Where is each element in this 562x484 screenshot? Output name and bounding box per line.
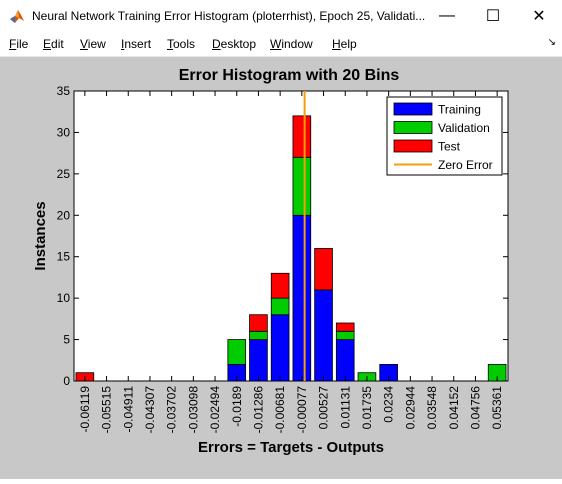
legend-label-test: Test <box>438 140 461 154</box>
menu-help[interactable]: Help <box>332 37 357 51</box>
x-tick-label: 0.00527 <box>317 386 331 430</box>
legend: Training Validation Test Zero Error <box>386 96 503 176</box>
x-tick-label: 0.04756 <box>468 386 482 430</box>
menu-tools-accel: T <box>167 37 173 51</box>
x-tick-label: -0.04911 <box>121 386 135 433</box>
x-tick-label: -0.03702 <box>165 386 179 434</box>
x-tick-label: -0.03098 <box>186 386 200 434</box>
y-axis-label: Instances <box>32 201 49 270</box>
menu-insert[interactable]: Insert <box>121 37 151 51</box>
menu-desktop-accel: D <box>212 37 221 51</box>
x-tick-label: 0.01735 <box>360 386 374 430</box>
close-button[interactable]: ✕ <box>532 8 546 25</box>
x-tick-label: 0.02944 <box>403 386 417 430</box>
menu-desktop[interactable]: Desktop <box>212 37 256 51</box>
x-tick-label: 0.03548 <box>425 386 439 430</box>
legend-swatch-training <box>393 102 433 116</box>
x-tick-label: -0.00077 <box>295 386 309 434</box>
y-tick-label: 20 <box>57 208 71 222</box>
y-tick-label: 5 <box>63 333 70 347</box>
menu-view[interactable]: View <box>80 37 106 51</box>
x-tick-label: -0.02494 <box>208 386 222 434</box>
x-tick-label: -0.05515 <box>100 386 114 434</box>
y-tick-label: 30 <box>57 125 71 139</box>
y-tick-label: 0 <box>63 374 70 388</box>
matlab-icon <box>9 8 25 24</box>
bar-validation-8 <box>249 330 268 340</box>
bar-training-11 <box>314 289 333 382</box>
figure-area: Error Histogram with 20 Bins 0 5 10 15 20 25 3… <box>0 57 562 479</box>
menu-insert-label: nsert <box>124 37 152 51</box>
maximize-button[interactable]: ☐ <box>485 8 501 25</box>
title-bar: Neural Network Training Error Histogram … <box>0 0 562 32</box>
dock-arrow-icon[interactable]: ↘ <box>547 37 556 48</box>
menu-file-label: ile <box>16 37 29 51</box>
y-tick-label: 10 <box>57 291 71 305</box>
menu-edit-accel: E <box>43 37 52 51</box>
legend-swatch-test <box>393 139 433 153</box>
y-tick-label: 25 <box>57 167 71 181</box>
bar-validation-12 <box>335 330 355 340</box>
bar-validation-7 <box>227 339 247 365</box>
x-tick-label: -0.00681 <box>273 386 287 434</box>
bar-validation-9 <box>270 297 290 316</box>
chart-title: Error Histogram with 20 Bins <box>179 67 400 84</box>
menu-insert-accel: I <box>121 37 125 51</box>
menu-tools-label: ools <box>173 37 196 51</box>
menu-file-accel: F <box>9 37 17 51</box>
bar-test-9 <box>270 272 290 299</box>
bar-training-10 <box>292 214 312 382</box>
histogram-chart: Error Histogram with 20 Bins 0 5 10 15 20 25 3… <box>32 67 509 456</box>
menu-bar: File Edit View Insert Tools Desktop Wind… <box>0 32 562 57</box>
y-tick-label: 35 <box>57 84 71 98</box>
x-tick-label: -0.01286 <box>251 386 265 434</box>
menu-view-label: iew <box>87 37 106 51</box>
menu-help-accel: H <box>332 37 341 51</box>
bar-test-11 <box>314 248 333 291</box>
minimize-button[interactable]: — <box>439 7 455 24</box>
bar-test-12 <box>335 322 355 332</box>
menu-edit[interactable]: Edit <box>43 37 64 51</box>
window-title: Neural Network Training Error Histogram … <box>32 9 426 23</box>
menu-file[interactable]: File <box>9 37 28 51</box>
menu-window[interactable]: Window <box>270 37 313 51</box>
x-tick-label: -0.0189 <box>230 386 244 427</box>
menu-window-label: indow <box>281 37 313 51</box>
legend-label-validation: Validation <box>438 121 490 135</box>
x-tick-label: -0.06119 <box>78 386 92 433</box>
x-tick-label: 0.05361 <box>490 386 504 430</box>
menu-edit-label: dit <box>51 37 64 51</box>
legend-label-zero-error: Zero Error <box>438 158 493 172</box>
menu-view-accel: V <box>80 37 88 51</box>
x-tick-label: 0.01131 <box>338 386 352 429</box>
x-tick-label: 0.0234 <box>382 386 396 423</box>
menu-window-accel: W <box>270 37 282 51</box>
menu-desktop-label: esktop <box>220 37 257 51</box>
legend-swatch-validation <box>393 121 433 134</box>
menu-help-label: elp <box>340 37 357 51</box>
bar-test-10 <box>292 115 312 158</box>
bar-validation-10 <box>292 156 312 216</box>
x-axis-label: Errors = Targets - Outputs <box>198 439 384 456</box>
bar-training-8 <box>249 339 268 382</box>
bar-training-12 <box>335 339 355 382</box>
menu-tools[interactable]: Tools <box>167 37 195 51</box>
bar-training-9 <box>270 314 290 382</box>
bar-test-8 <box>249 314 268 332</box>
x-tick-label: -0.04307 <box>143 386 157 434</box>
y-tick-label: 15 <box>57 250 71 264</box>
x-tick-label: 0.04152 <box>447 386 461 430</box>
legend-label-training: Training <box>438 103 481 117</box>
